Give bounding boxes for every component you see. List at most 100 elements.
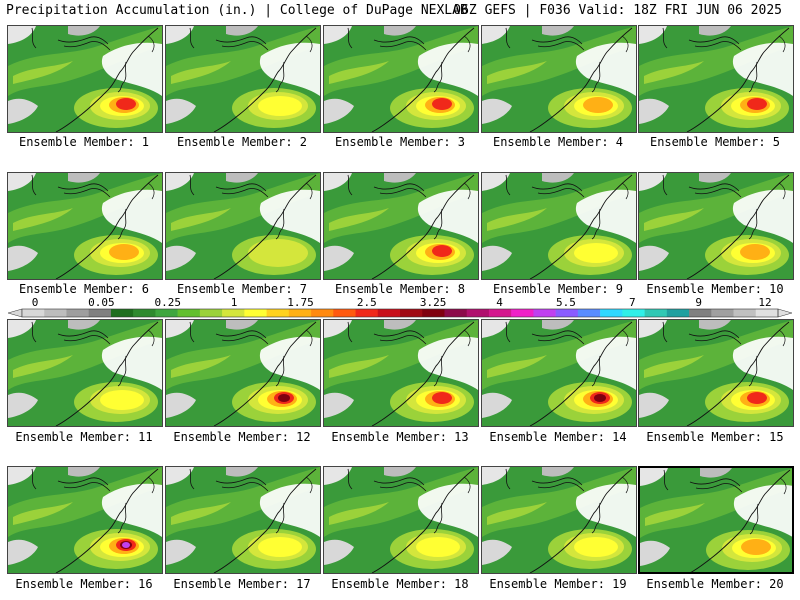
ensemble-member-label: Ensemble Member: 17 <box>173 577 311 591</box>
colorbar-swatch <box>577 309 601 317</box>
colorbar-swatch <box>511 309 534 317</box>
ensemble-member-label: Ensemble Member: 10 <box>646 282 784 296</box>
ensemble-map-panel <box>7 172 163 280</box>
colorbar-swatch <box>22 309 45 317</box>
colorbar-swatch <box>600 309 623 317</box>
ensemble-member-label: Ensemble Member: 19 <box>489 577 627 591</box>
colorbar-tick-label: 0.05 <box>88 296 115 309</box>
ensemble-map-panel <box>481 466 637 574</box>
ensemble-map-panel <box>481 319 637 427</box>
precip-map <box>8 320 162 426</box>
colorbar-swatch <box>199 309 223 317</box>
colorbar-min-arrow <box>8 308 23 318</box>
precip-map <box>639 173 793 279</box>
colorbar-swatch <box>422 309 445 317</box>
colorbar-swatch <box>711 309 734 317</box>
precip-map <box>324 26 478 132</box>
precip-map <box>639 26 793 132</box>
precip-map <box>8 467 162 573</box>
ensemble-map-panel <box>7 319 163 427</box>
colorbar-swatches <box>8 308 792 318</box>
colorbar-max-arrow <box>777 308 792 318</box>
ensemble-map-panel <box>323 25 479 133</box>
colorbar-swatch <box>466 309 490 317</box>
colorbar-swatch <box>66 309 90 317</box>
precip-map <box>482 320 636 426</box>
colorbar-tick-label: 12 <box>758 296 772 309</box>
colorbar-swatch <box>88 309 112 317</box>
ensemble-map-panel <box>323 172 479 280</box>
precip-map <box>639 320 793 426</box>
ensemble-member-label: Ensemble Member: 7 <box>176 282 308 296</box>
colorbar-swatch <box>622 309 645 317</box>
colorbar-swatch <box>444 309 468 317</box>
colorbar-swatch <box>689 309 712 317</box>
ensemble-map-panel <box>7 25 163 133</box>
colorbar-swatch <box>644 309 668 317</box>
precip-colorbar: 0 0.05 0.25 1 1.75 2.5 3.25 4 5.5 7 9 12 <box>8 297 792 321</box>
colorbar-swatch <box>555 309 579 317</box>
colorbar-swatch <box>155 309 178 317</box>
ensemble-map-panel <box>638 25 794 133</box>
precip-map <box>482 173 636 279</box>
model-run-label: 06Z GEFS | F036 Valid: 18Z FRI JUN 06 20… <box>453 3 782 18</box>
colorbar-swatch <box>133 309 156 317</box>
ensemble-map-panel <box>481 172 637 280</box>
colorbar-swatch <box>400 309 423 317</box>
colorbar-tick-label: 4 <box>496 296 503 309</box>
colorbar-tick-label: 0 <box>31 296 39 309</box>
ensemble-map-panel <box>638 319 794 427</box>
colorbar-swatch <box>110 309 134 317</box>
ensemble-member-label: Ensemble Member: 13 <box>331 430 469 444</box>
precip-map <box>166 320 320 426</box>
ensemble-member-label: Ensemble Member: 15 <box>646 430 784 444</box>
colorbar-tick-label: 5.5 <box>555 296 576 309</box>
ensemble-map-panel <box>323 466 479 574</box>
ensemble-map-panel <box>165 172 321 280</box>
ensemble-member-label: Ensemble Member: 8 <box>334 282 466 296</box>
colorbar-swatch <box>355 309 379 317</box>
ensemble-member-label: Ensemble Member: 1 <box>18 135 150 149</box>
precip-map <box>324 173 478 279</box>
ensemble-map-panel <box>323 319 479 427</box>
precip-map <box>640 468 792 572</box>
colorbar-swatch <box>488 309 512 317</box>
colorbar-swatch <box>333 309 356 317</box>
colorbar-swatch <box>733 309 757 317</box>
colorbar-tick-label: 0.25 <box>154 296 181 309</box>
colorbar-tick-label: 1 <box>230 296 238 309</box>
ensemble-map-panel <box>165 25 321 133</box>
colorbar-swatch <box>533 309 556 317</box>
ensemble-map-panel <box>481 25 637 133</box>
precip-map <box>324 320 478 426</box>
ensemble-member-label: Ensemble Member: 12 <box>173 430 311 444</box>
precip-map <box>166 26 320 132</box>
colorbar-swatch <box>755 309 779 317</box>
colorbar-tick-label: 2.5 <box>356 296 377 309</box>
colorbar-tick-label: 9 <box>695 296 702 309</box>
colorbar-tick-label: 7 <box>628 296 636 309</box>
precip-map <box>8 26 162 132</box>
precip-map <box>324 467 478 573</box>
ensemble-map-panel <box>165 319 321 427</box>
colorbar-swatch <box>288 309 312 317</box>
colorbar-swatch <box>177 309 201 317</box>
precip-map <box>482 467 636 573</box>
ensemble-member-label: Ensemble Member: 14 <box>489 430 627 444</box>
ensemble-map-panel <box>165 466 321 574</box>
ensemble-member-label: Ensemble Member: 3 <box>334 135 466 149</box>
ensemble-member-label: Ensemble Member: 18 <box>331 577 469 591</box>
colorbar-swatch <box>244 309 267 317</box>
precip-map <box>482 26 636 132</box>
colorbar-swatch <box>44 309 67 317</box>
ensemble-member-label: Ensemble Member: 11 <box>15 430 153 444</box>
colorbar-swatch <box>311 309 334 317</box>
colorbar-swatch <box>666 309 690 317</box>
precip-map <box>166 467 320 573</box>
ensemble-map-panel <box>7 466 163 574</box>
ensemble-map-panel <box>638 466 794 574</box>
precip-map <box>8 173 162 279</box>
colorbar-tick-label: 1.75 <box>287 296 314 309</box>
colorbar-tick-label: 3.25 <box>419 296 447 309</box>
ensemble-member-label: Ensemble Member: 5 <box>649 135 781 149</box>
